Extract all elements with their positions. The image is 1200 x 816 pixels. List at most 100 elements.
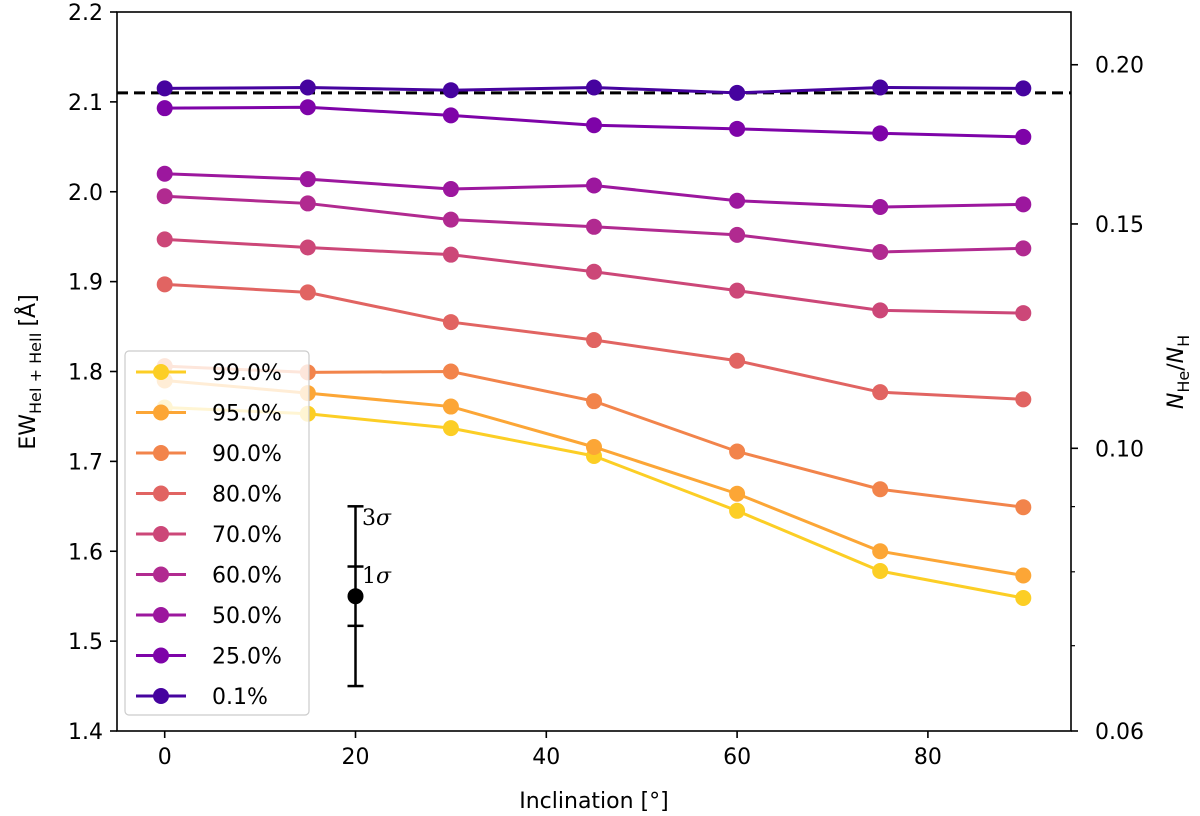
y-axis-label: EWHeI + HeII[Å] [14,294,45,449]
error-bar-layer: 3σ 1σ [347,505,392,688]
data-point [872,563,889,580]
data-point [586,177,602,194]
legend-swatch-marker [153,607,169,623]
legend-swatch-marker [153,364,169,380]
y2-tick-label: 0.06 [1095,720,1144,745]
legend: 99.0% 95.0% 90.0% 80.0% 70.0% 60.0% 50.0% 25.0%… [124,350,310,716]
legend-box [124,350,310,716]
data-point [442,211,459,228]
error-bar-label-1sigma: 1σ [362,564,392,589]
x-tick-label: 0 [158,745,172,770]
data-point [729,282,746,299]
data-point [442,181,459,198]
data-point [1015,240,1032,257]
data-point [299,171,316,188]
data-point [1015,128,1032,145]
data-point [299,79,316,96]
x-axis-label: Inclination [°] [519,789,668,814]
data-point [156,165,173,182]
legend-swatch-marker [153,404,169,421]
data-point [299,99,316,116]
data-point [586,117,602,134]
data-point [872,243,889,260]
data-point [586,263,602,280]
data-point [156,188,173,205]
data-point [442,246,459,263]
data-point [729,192,746,209]
axes-layer: 0 20 40 60 80 1.4 1.5 1.6 1.7 1.8 1.9 2.0 2.1 2.2 0.06… [68,1,1144,770]
data-point [442,314,459,331]
data-point [156,80,173,97]
data-point [586,79,602,96]
data-point [586,218,602,235]
data-point [872,125,889,142]
legend-label: 90.0% [212,442,282,467]
data-point [586,438,602,455]
data-point [299,284,316,301]
data-point [729,485,746,502]
data-point [1015,80,1032,97]
data-point [1015,196,1032,213]
data-point [1015,499,1032,516]
legend-label: 60.0% [212,564,282,589]
data-point [442,398,459,415]
data-point [872,79,889,96]
data-point [1015,589,1032,606]
y2-tick-label: 0.15 [1095,213,1144,238]
data-point [1015,305,1032,322]
data-point [156,231,173,248]
data-point [729,502,746,519]
error-bar-point [347,588,364,605]
y-tick-label: 2.0 [68,181,103,206]
legend-label: 50.0% [212,604,282,629]
y-tick-label: 1.4 [68,720,103,745]
legend-label: 0.1% [212,685,268,710]
x-tick-label: 20 [342,745,370,770]
y-tick-label: 1.5 [68,630,103,655]
legend-label: 80.0% [212,483,282,508]
data-point [729,352,746,369]
y-tick-label: 1.8 [68,361,103,386]
data-point [872,481,889,498]
data-point [586,332,602,349]
data-point [442,420,459,437]
data-point [729,120,746,137]
legend-swatch-marker [153,526,169,542]
y2-axis-label: NHe/NH [1164,335,1193,409]
legend-swatch-marker [153,445,169,461]
legend-label: 99.0% [212,361,282,386]
y-tick-label: 2.1 [68,91,103,116]
y-tick-label: 1.6 [68,540,103,565]
legend-swatch-marker [153,647,169,664]
y2-tick-label: 0.20 [1095,54,1144,79]
data-point [1015,567,1032,584]
data-point [729,443,746,460]
data-point [872,199,889,216]
data-point [586,393,602,410]
data-point [442,363,459,380]
error-bar-label-3sigma: 3σ [362,506,392,531]
data-point [156,100,173,117]
legend-swatch-marker [153,566,169,583]
x-tick-label: 80 [914,745,942,770]
y-tick-label: 1.9 [68,271,103,296]
data-point [872,384,889,401]
legend-swatch-marker [153,688,169,704]
data-point [442,107,459,124]
y2-tick-label: 0.10 [1095,437,1144,462]
y-tick-label: 1.7 [68,450,103,475]
x-tick-label: 60 [723,745,751,770]
x-tick-label: 40 [532,745,560,770]
data-point [872,543,889,560]
y-tick-label: 2.2 [68,1,103,26]
data-point [442,82,459,99]
data-point [299,239,316,256]
legend-swatch-marker [153,485,169,502]
data-point [156,276,173,293]
legend-label: 25.0% [212,645,282,670]
legend-label: 95.0% [212,402,282,427]
data-point [729,84,746,101]
data-point [729,226,746,243]
legend-label: 70.0% [212,523,282,548]
